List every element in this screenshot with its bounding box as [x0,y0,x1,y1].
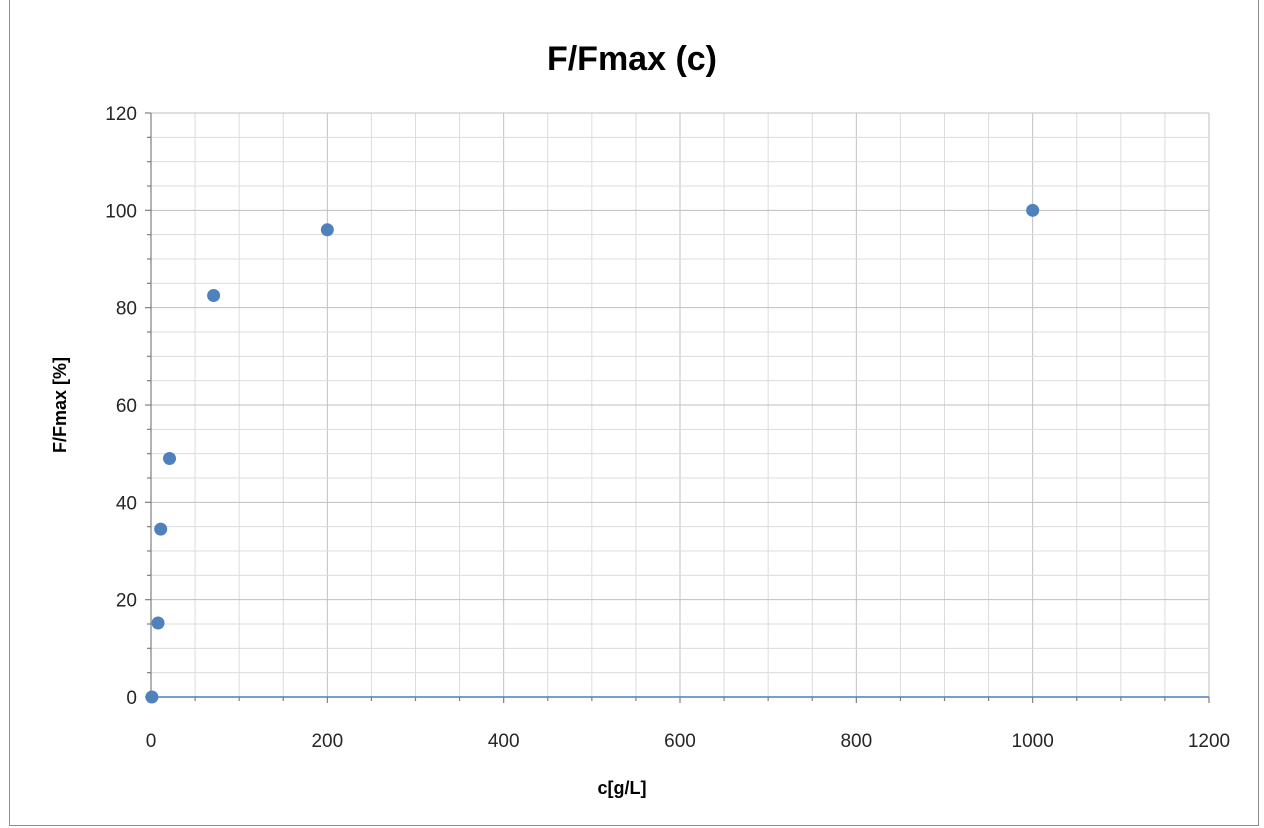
x-tick-label: 0 [146,731,157,752]
x-tick-label: 1200 [1188,731,1230,752]
data-point [207,289,221,302]
grid [150,112,1210,698]
data-points [145,203,1040,704]
x-tick-label: 600 [664,731,696,752]
y-tick-label: 100 [105,201,137,222]
x-tick-label: 200 [311,731,343,752]
x-tick-label: 1000 [1012,731,1054,752]
data-point [163,452,177,466]
y-tick-label: 60 [116,396,137,417]
chart-title: F/Fmax (c) [547,40,717,78]
y-tick-label: 120 [105,104,137,125]
axes [145,112,1210,703]
y-axis-title: F/Fmax [%] [50,357,70,453]
data-point [320,223,334,237]
x-axis-title: c[g/L] [598,778,647,798]
data-point [151,616,165,630]
x-tick-label: 400 [488,731,520,752]
y-tick-label: 20 [116,591,137,612]
y-tick-label: 80 [116,299,137,320]
data-point [154,522,168,536]
data-point [1026,203,1040,217]
x-tick-label: 800 [840,731,872,752]
y-tick-label: 0 [126,688,137,709]
data-point [145,690,159,704]
chart-frame [9,0,1259,826]
y-tick-label: 40 [116,493,137,514]
